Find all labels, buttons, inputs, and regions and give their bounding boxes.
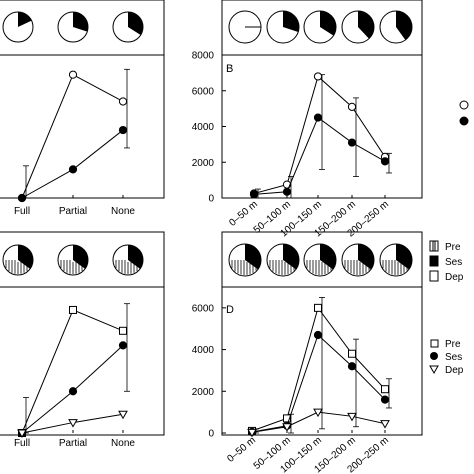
data-point-D [282, 423, 292, 432]
plot-frame-d [221, 286, 423, 436]
panel-label-b: B [226, 63, 233, 75]
plot-frame-a [0, 54, 165, 199]
y-tick-label-D: 4000 [192, 345, 215, 356]
legend-dot-label: Ses [445, 352, 462, 363]
y-tick-label-B: 6000 [192, 86, 215, 97]
data-point-C [17, 429, 27, 439]
series-line-D-1 [251, 334, 386, 433]
pie-A-2-black [128, 12, 143, 36]
x-tick-label-A: None [111, 206, 135, 217]
legend-pred-swatch [429, 240, 439, 252]
data-point-A [17, 193, 27, 203]
legend-ses-label: Ses [445, 257, 462, 268]
data-point-D [381, 385, 389, 394]
data-point-D [347, 412, 357, 422]
legend-pred-label: Pre [445, 242, 461, 253]
data-point-A [68, 70, 78, 79]
data-point-C [118, 341, 128, 350]
legend-dep-swatch [429, 270, 439, 282]
pie-D-1-black [283, 244, 299, 270]
data-point-D [313, 408, 323, 418]
legend-triangle-marker [429, 365, 439, 375]
pie-D-3-black [358, 244, 374, 270]
x-tick-label-A: Partial [59, 206, 87, 217]
y-tick-label-B: 2000 [192, 158, 215, 169]
data-point-B [347, 138, 357, 147]
data-point-D [348, 349, 356, 358]
pie-D-0-black [245, 244, 262, 270]
data-point-D [347, 362, 357, 371]
data-point-D [380, 395, 390, 404]
legend-filled-circle [459, 116, 469, 126]
data-point-B [380, 157, 390, 166]
series-line-A-0 [21, 73, 124, 199]
panel-label-d: D [226, 304, 234, 316]
data-point-D [380, 420, 390, 429]
legend-square-label: Pre [445, 339, 461, 350]
y-tick-label-B: 8000 [192, 51, 215, 62]
data-point-B [347, 102, 357, 111]
data-point-C [118, 410, 128, 420]
legend-bottom-left: Pre Ses Dep [429, 240, 464, 283]
data-point-C [68, 419, 78, 428]
data-point-B [282, 187, 292, 196]
data-point-A [118, 97, 128, 106]
x-tick-label-D: 0–50 m [225, 435, 258, 465]
data-point-C [68, 387, 78, 396]
data-point-D [314, 303, 322, 312]
pie-B-2-black [320, 11, 336, 36]
data-point-D [313, 330, 323, 340]
pie-A-0-black [18, 12, 32, 27]
data-point-A [118, 125, 128, 135]
pie-A-1-black [73, 12, 88, 32]
data-point-B [249, 190, 259, 199]
plot-frame-c [0, 286, 165, 436]
pie-D-4-black [396, 244, 412, 270]
series-line-A-1 [21, 129, 124, 199]
legend-square-marker [430, 339, 439, 348]
legend-top [459, 100, 469, 126]
pie-C-1-black [73, 245, 89, 269]
pie-C-2-black [128, 245, 144, 269]
data-point-B [313, 113, 323, 122]
pie-C-0-black [18, 245, 34, 269]
data-point-C [69, 305, 77, 314]
data-point-A [68, 165, 78, 174]
legend-open-circle [459, 100, 469, 110]
pie-B-4-black [396, 11, 412, 40]
pie-D-2-black [320, 244, 336, 270]
series-line-C-0 [21, 309, 124, 434]
pie-B-1-black [283, 11, 300, 32]
y-tick-label-B: 0 [208, 194, 214, 205]
x-tick-label-C: Full [14, 438, 30, 449]
legend-dot-marker [430, 352, 438, 360]
y-tick-label-D: 0 [208, 429, 214, 440]
data-point-D [247, 428, 257, 438]
x-tick-label-A: Full [14, 206, 30, 217]
legend-triangle-label: Dep [445, 365, 464, 376]
data-point-C [119, 326, 127, 335]
y-tick-label-D: 6000 [192, 303, 215, 314]
y-tick-label-B: 4000 [192, 122, 215, 133]
legend-dep-label: Dep [445, 272, 464, 283]
series-line-B-1 [253, 116, 386, 195]
x-tick-label-C: None [111, 438, 135, 449]
data-point-B [313, 72, 323, 81]
legend-ses-swatch [429, 255, 439, 267]
series-line-B-0 [253, 75, 386, 195]
x-tick-label-C: Partial [59, 438, 87, 449]
legend-bottom-right: Pre Ses Dep [429, 339, 464, 376]
pie-B-3-black [358, 11, 375, 39]
y-tick-label-D: 2000 [192, 387, 215, 398]
